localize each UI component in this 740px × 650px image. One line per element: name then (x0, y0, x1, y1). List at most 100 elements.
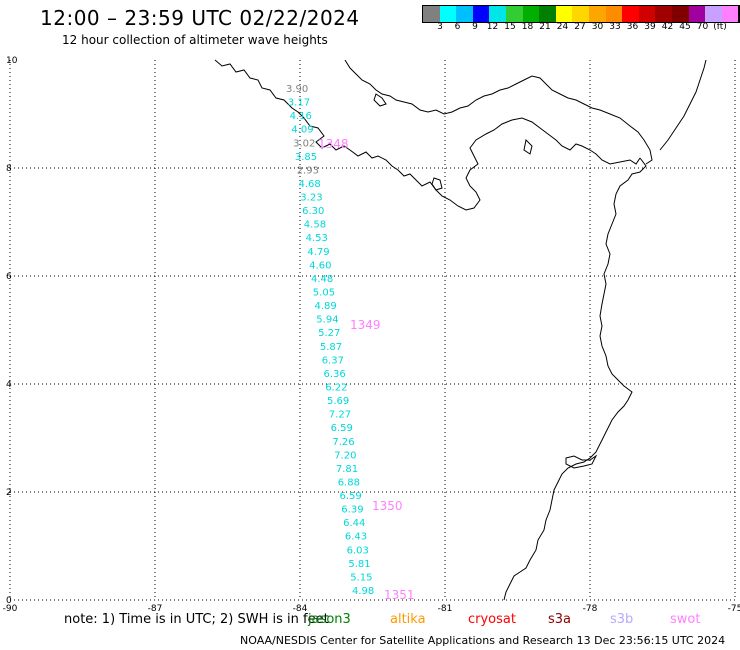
wave-height-track: 3.90 3.17 4.16 4.09 3.02 3.85 2.93 4.68 3.23 6.30… (286, 84, 374, 597)
scale-swatch (605, 6, 623, 22)
wave-height-value: 7.27 (329, 410, 351, 421)
note-text: note: 1) Time is in UTC; 2) SWH is in fe… (64, 612, 329, 627)
wave-height-value: 4.48 (311, 274, 333, 285)
scale-swatch (705, 6, 722, 22)
scale-label: 9 (472, 22, 478, 32)
wave-height-value: 5.94 (316, 315, 338, 326)
x-tick-label: -81 (438, 604, 453, 614)
scale-swatch (505, 6, 523, 22)
scale-label: 39 (644, 22, 656, 32)
y-tick-label: 10 (6, 56, 18, 66)
scale-label: 12 (486, 22, 499, 32)
scale-swatch (522, 6, 540, 22)
scale-label: 21 (539, 22, 551, 32)
scale-swatch (688, 6, 706, 22)
scale-label: 24 (556, 22, 569, 32)
scale-label: 18 (521, 22, 534, 32)
pass-number: 1350 (372, 499, 403, 513)
wave-height-value: 6.03 (347, 545, 369, 556)
scale-label: 30 (591, 22, 604, 32)
scale-swatch (638, 6, 656, 22)
legend-item-s3a: s3a (548, 612, 572, 627)
scale-swatch (671, 6, 689, 22)
wave-height-value: 7.20 (334, 450, 356, 461)
wave-height-value: 5.05 (313, 288, 335, 299)
legend-item-altika: altika (390, 612, 426, 627)
wave-height-value: 3.17 (288, 98, 310, 109)
scale-swatch (439, 6, 457, 22)
y-tick-label: 0 (6, 596, 12, 606)
wave-height-value: 4.68 (299, 179, 321, 190)
scale-label: 42 (661, 22, 674, 32)
wave-height-value: 5.81 (348, 559, 370, 570)
scale-label: 45 (679, 22, 691, 32)
scale-label: 70 (696, 22, 709, 32)
islands (373, 93, 533, 191)
wave-height-value: 5.87 (320, 342, 342, 353)
y-tick-label: 6 (6, 272, 12, 282)
scale-swatch (572, 6, 589, 22)
color-scale-labels: 3 6 9 12 15 18 21 24 27 30 33 36 39 42 45 70 (ft) (422, 22, 740, 34)
y-tick-label: 4 (6, 380, 12, 390)
scale-swatch (489, 6, 506, 22)
scale-swatch (539, 6, 556, 22)
scale-swatch (738, 6, 740, 22)
wave-height-value: 4.79 (307, 247, 329, 258)
legend-item-jason3: jason3 (308, 612, 351, 627)
scale-label: 36 (626, 22, 639, 32)
y-tick-label: 8 (6, 164, 12, 174)
wave-height-value: 4.16 (290, 111, 312, 122)
pass-numbers: 1348 1349 1350 1351 (318, 137, 415, 602)
x-tick-label: -78 (583, 604, 598, 614)
wave-height-value: 6.43 (345, 532, 367, 543)
wave-height-value: 6.37 (322, 355, 344, 366)
scale-swatch (456, 6, 473, 22)
scale-label: (ft) (713, 22, 727, 32)
wave-height-value: 4.09 (291, 125, 313, 136)
wave-height-value: 7.81 (336, 464, 358, 475)
page-subtitle: 12 hour collection of altimeter wave hei… (62, 33, 328, 47)
wave-height-value: 5.27 (318, 328, 340, 339)
wave-height-value: 5.15 (350, 572, 372, 583)
wave-height-value: 3.23 (300, 193, 322, 204)
wave-height-value: 4.60 (309, 260, 331, 271)
scale-label: 27 (574, 22, 586, 32)
x-axis-ticks: -90 -87 -84 -81 -78 -75 (3, 604, 740, 614)
pass-number: 1349 (350, 318, 381, 332)
wave-height-value: 4.89 (315, 301, 337, 312)
y-axis-ticks: 10 8 6 4 2 0 (6, 56, 18, 606)
wave-height-value: 7.26 (332, 437, 354, 448)
scale-label: 3 (437, 22, 443, 32)
wave-height-value: 4.58 (304, 220, 326, 231)
wave-height-value: 5.69 (327, 396, 349, 407)
y-tick-label: 2 (6, 488, 12, 498)
scale-swatch (655, 6, 672, 22)
wave-height-value: 2.93 (297, 165, 319, 176)
scale-swatch (721, 6, 739, 22)
wave-height-value: 4.53 (306, 233, 328, 244)
coastline (214, 59, 707, 601)
wave-height-value: 3.85 (295, 152, 317, 163)
scale-swatch (622, 6, 639, 22)
scale-swatch (588, 6, 606, 22)
scale-label: 33 (609, 22, 621, 32)
x-tick-label: -75 (728, 604, 740, 614)
pass-number: 1351 (384, 588, 415, 602)
legend-item-swot: swot (670, 612, 701, 627)
wave-height-value: 3.02 (293, 138, 315, 149)
wave-height-value: 4.98 (352, 586, 374, 597)
page-title: 12:00 – 23:59 UTC 02/22/2024 (40, 6, 360, 30)
pass-number: 1348 (318, 137, 349, 151)
x-tick-label: -87 (148, 604, 163, 614)
wave-height-value: 6.59 (331, 423, 353, 434)
scale-swatch (472, 6, 490, 22)
map-grid (9, 60, 736, 601)
x-tick-label: -90 (3, 604, 18, 614)
color-scale-bar (422, 5, 740, 23)
scale-label: 6 (454, 22, 461, 32)
scale-swatch (555, 6, 573, 22)
scale-swatch (423, 6, 440, 22)
footer-text: NOAA/NESDIS Center for Satellite Applica… (240, 634, 726, 647)
wave-height-value: 6.59 (340, 491, 362, 502)
wave-height-value: 6.22 (325, 383, 347, 394)
